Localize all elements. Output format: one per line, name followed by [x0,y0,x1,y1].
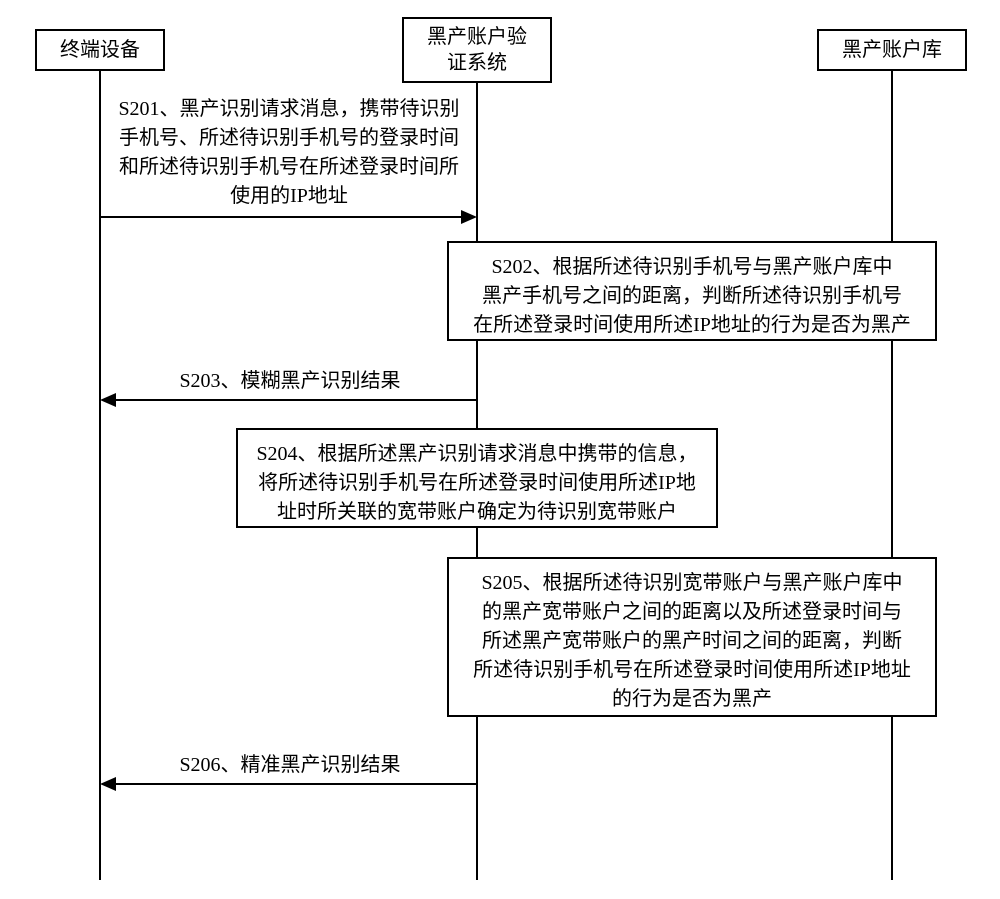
participant-library: 黑产账户库 [817,29,967,71]
arrow-s201-head [461,210,477,224]
lifeline-terminal [99,71,101,880]
participant-verify-label: 黑产账户验 证系统 [427,24,527,76]
msg-s206-label: S206、精准黑产识别结果 [150,751,430,780]
participant-verify: 黑产账户验 证系统 [402,17,552,83]
arrow-s203 [115,399,477,401]
participant-terminal: 终端设备 [35,29,165,71]
arrow-s201 [100,216,462,218]
msg-s205-text: S205、根据所述待识别宽带账户与黑产账户库中 的黑产宽带账户之间的距离以及所述… [473,572,911,710]
arrow-s206 [115,783,477,785]
msg-s201-label: S201、黑产识别请求消息，携带待识别 手机号、所述待识别手机号的登录时间 和所… [104,95,474,211]
msg-s201-text: S201、黑产识别请求消息，携带待识别 手机号、所述待识别手机号的登录时间 和所… [118,98,459,207]
msg-s205-box: S205、根据所述待识别宽带账户与黑产账户库中 的黑产宽带账户之间的距离以及所述… [447,557,937,717]
msg-s202-box: S202、根据所述待识别手机号与黑产账户库中 黑产手机号之间的距离，判断所述待识… [447,241,937,341]
msg-s202-text: S202、根据所述待识别手机号与黑产账户库中 黑产手机号之间的距离，判断所述待识… [473,256,911,336]
msg-s203-text: S203、模糊黑产识别结果 [179,370,400,392]
msg-s206-text: S206、精准黑产识别结果 [179,754,400,776]
lifeline-library [891,71,893,880]
participant-library-label: 黑产账户库 [842,37,942,63]
arrow-s206-head [100,777,116,791]
msg-s204-box: S204、根据所述黑产识别请求消息中携带的信息， 将所述待识别手机号在所述登录时… [236,428,718,528]
msg-s204-text: S204、根据所述黑产识别请求消息中携带的信息， 将所述待识别手机号在所述登录时… [256,443,697,523]
arrow-s203-head [100,393,116,407]
participant-terminal-label: 终端设备 [60,37,140,63]
msg-s203-label: S203、模糊黑产识别结果 [150,367,430,396]
